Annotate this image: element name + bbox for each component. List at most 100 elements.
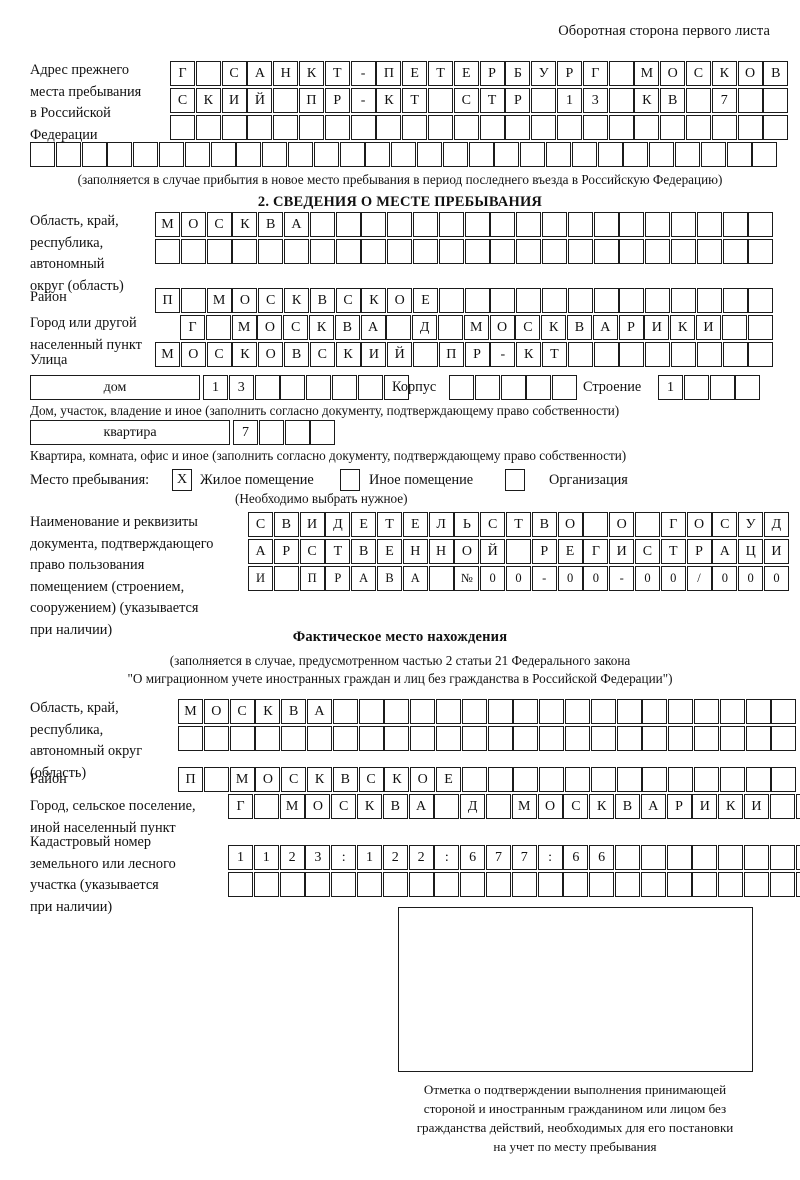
- char-cell[interactable]: К: [232, 212, 258, 237]
- char-cell[interactable]: [331, 375, 357, 400]
- char-cell[interactable]: 6: [589, 845, 615, 870]
- char-cell[interactable]: И: [692, 794, 718, 819]
- char-cell[interactable]: [743, 872, 769, 897]
- char-cell[interactable]: А: [248, 539, 273, 564]
- char-cell[interactable]: М: [155, 212, 180, 237]
- char-cell[interactable]: [571, 142, 597, 167]
- house-label-box[interactable]: дом: [30, 375, 200, 400]
- char-cell[interactable]: Е: [402, 512, 428, 537]
- char-cell[interactable]: [583, 512, 609, 537]
- char-cell[interactable]: Г: [582, 61, 608, 86]
- char-cell[interactable]: [719, 767, 745, 792]
- char-cell[interactable]: [552, 375, 578, 400]
- char-cell[interactable]: [55, 142, 81, 167]
- char-cell[interactable]: [309, 212, 335, 237]
- char-cell[interactable]: У: [738, 512, 764, 537]
- s2-region-row-2[interactable]: [155, 239, 774, 264]
- char-cell[interactable]: О: [609, 512, 635, 537]
- char-cell[interactable]: Р: [324, 88, 350, 113]
- char-cell[interactable]: [273, 566, 299, 591]
- char-cell[interactable]: [184, 142, 210, 167]
- char-cell[interactable]: У: [531, 61, 557, 86]
- char-cell[interactable]: [253, 872, 279, 897]
- char-cell[interactable]: [284, 420, 310, 445]
- char-cell[interactable]: [358, 726, 384, 751]
- char-cell[interactable]: Ь: [454, 512, 480, 537]
- char-cell[interactable]: М: [511, 794, 537, 819]
- char-cell[interactable]: [616, 726, 642, 751]
- char-cell[interactable]: С: [170, 88, 195, 113]
- char-cell[interactable]: [382, 872, 408, 897]
- char-cell[interactable]: [232, 239, 258, 264]
- char-cell[interactable]: [461, 726, 487, 751]
- char-cell[interactable]: П: [178, 767, 203, 792]
- char-cell[interactable]: О: [180, 342, 206, 367]
- char-cell[interactable]: К: [335, 342, 361, 367]
- char-cell[interactable]: П: [438, 342, 464, 367]
- char-cell[interactable]: Н: [273, 61, 299, 86]
- char-cell[interactable]: -: [531, 566, 557, 591]
- char-cell[interactable]: [361, 212, 387, 237]
- char-cell[interactable]: [614, 845, 640, 870]
- char-cell[interactable]: А: [592, 315, 618, 340]
- char-cell[interactable]: [410, 726, 436, 751]
- char-cell[interactable]: [464, 239, 490, 264]
- char-cell[interactable]: [262, 142, 288, 167]
- char-cell[interactable]: С: [563, 794, 589, 819]
- char-cell[interactable]: [674, 142, 700, 167]
- char-cell[interactable]: 1: [356, 845, 382, 870]
- char-cell[interactable]: К: [308, 315, 334, 340]
- char-cell[interactable]: [619, 212, 645, 237]
- char-cell[interactable]: [228, 872, 253, 897]
- char-cell[interactable]: [623, 142, 649, 167]
- char-cell[interactable]: [668, 726, 694, 751]
- char-cell[interactable]: [461, 767, 487, 792]
- char-cell[interactable]: [743, 845, 769, 870]
- char-cell[interactable]: 1: [203, 375, 228, 400]
- char-cell[interactable]: [335, 239, 361, 264]
- char-cell[interactable]: Р: [273, 539, 299, 564]
- char-cell[interactable]: [722, 288, 748, 313]
- char-cell[interactable]: С: [258, 288, 284, 313]
- char-cell[interactable]: [387, 212, 413, 237]
- char-cell[interactable]: [490, 288, 516, 313]
- char-cell[interactable]: С: [206, 342, 232, 367]
- char-cell[interactable]: [696, 212, 722, 237]
- char-cell[interactable]: 0: [634, 566, 660, 591]
- char-cell[interactable]: [526, 375, 552, 400]
- char-cell[interactable]: [460, 872, 486, 897]
- char-cell[interactable]: С: [283, 315, 309, 340]
- char-cell[interactable]: О: [258, 342, 284, 367]
- char-cell[interactable]: 0: [557, 566, 583, 591]
- char-cell[interactable]: [158, 142, 184, 167]
- char-cell[interactable]: К: [361, 288, 387, 313]
- char-cell[interactable]: О: [737, 61, 763, 86]
- char-cell[interactable]: [273, 88, 299, 113]
- char-cell[interactable]: [384, 699, 410, 724]
- char-cell[interactable]: [634, 115, 660, 140]
- char-cell[interactable]: [640, 845, 666, 870]
- char-cell[interactable]: 1: [658, 375, 683, 400]
- char-cell[interactable]: 7: [233, 420, 258, 445]
- char-cell[interactable]: :: [434, 845, 460, 870]
- char-cell[interactable]: [435, 726, 461, 751]
- char-cell[interactable]: [745, 767, 771, 792]
- char-cell[interactable]: [608, 115, 634, 140]
- char-cell[interactable]: 3: [228, 375, 254, 400]
- char-cell[interactable]: [719, 726, 745, 751]
- char-cell[interactable]: Л: [428, 512, 454, 537]
- char-cell[interactable]: Р: [479, 61, 505, 86]
- char-cell[interactable]: К: [670, 315, 696, 340]
- char-cell[interactable]: [206, 239, 232, 264]
- char-cell[interactable]: [616, 767, 642, 792]
- char-cell[interactable]: [771, 699, 797, 724]
- char-cell[interactable]: [408, 872, 434, 897]
- char-cell[interactable]: [642, 767, 668, 792]
- char-cell[interactable]: [505, 539, 531, 564]
- char-cell[interactable]: [410, 699, 436, 724]
- char-cell[interactable]: Г: [660, 512, 686, 537]
- char-cell[interactable]: 0: [480, 566, 506, 591]
- char-cell[interactable]: [500, 375, 526, 400]
- char-cell[interactable]: [487, 726, 513, 751]
